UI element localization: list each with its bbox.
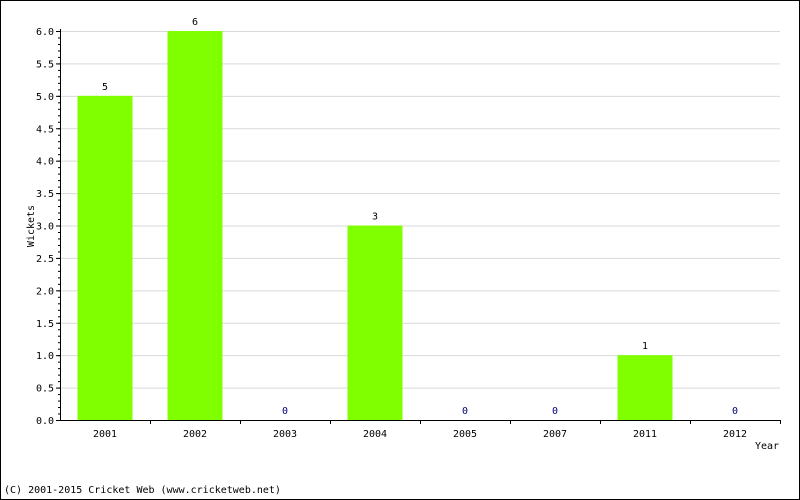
data-label-2005: 0: [462, 406, 468, 417]
x-tick-label: 2004: [363, 429, 387, 440]
x-tick-label: 2005: [453, 429, 477, 440]
x-axis-ticks: 2001 2002 2003 2004 2005 2007 2011 2012: [93, 420, 781, 440]
bar-2001: [77, 95, 133, 420]
x-tick-label: 2012: [723, 429, 747, 440]
x-tick-label: 2002: [183, 429, 207, 440]
data-label-2007: 0: [552, 406, 558, 417]
y-tick-label: 5.0: [36, 92, 54, 103]
y-axis-label: Wickets: [26, 205, 37, 247]
data-label-2004: 3: [372, 212, 378, 223]
y-tick-label: 1.5: [36, 319, 54, 330]
x-tick-label: 2007: [543, 429, 567, 440]
bars: 5 6 0 3 0 0 1 0: [77, 17, 738, 420]
y-tick-label: 1.0: [36, 351, 54, 362]
data-label-2003: 0: [282, 406, 288, 417]
y-tick-label: 2.0: [36, 286, 54, 297]
bar-2004: [347, 225, 403, 420]
copyright-footer: (C) 2001-2015 Cricket Web (www.cricketwe…: [4, 485, 281, 496]
y-tick-label: 0.5: [36, 384, 54, 395]
y-tick-label: 5.5: [36, 59, 54, 70]
data-label-2002: 6: [192, 17, 198, 28]
y-tick-label: 4.5: [36, 124, 54, 135]
y-tick-label: 4.0: [36, 157, 54, 168]
data-label-2001: 5: [102, 82, 108, 93]
bar-2011: [617, 355, 673, 420]
bar-2002: [167, 31, 223, 420]
y-tick-label: 3.5: [36, 189, 54, 200]
y-tick-label: 0.0: [36, 416, 54, 427]
y-tick-label: 3.0: [36, 222, 54, 233]
x-tick-label: 2011: [633, 429, 657, 440]
x-tick-label: 2003: [273, 429, 297, 440]
data-label-2011: 1: [642, 341, 648, 352]
x-tick-label: 2001: [93, 429, 117, 440]
y-axis-ticks: 0.0 0.5 1.0 1.5 2.0 2.5 3.0 3.5 4.0 4.5 5.0 5.5 6.0: [36, 27, 60, 427]
x-axis-label: Year: [755, 441, 779, 452]
y-tick-label: 6.0: [36, 27, 54, 38]
y-tick-label: 2.5: [36, 254, 54, 265]
data-label-2012: 0: [732, 406, 738, 417]
